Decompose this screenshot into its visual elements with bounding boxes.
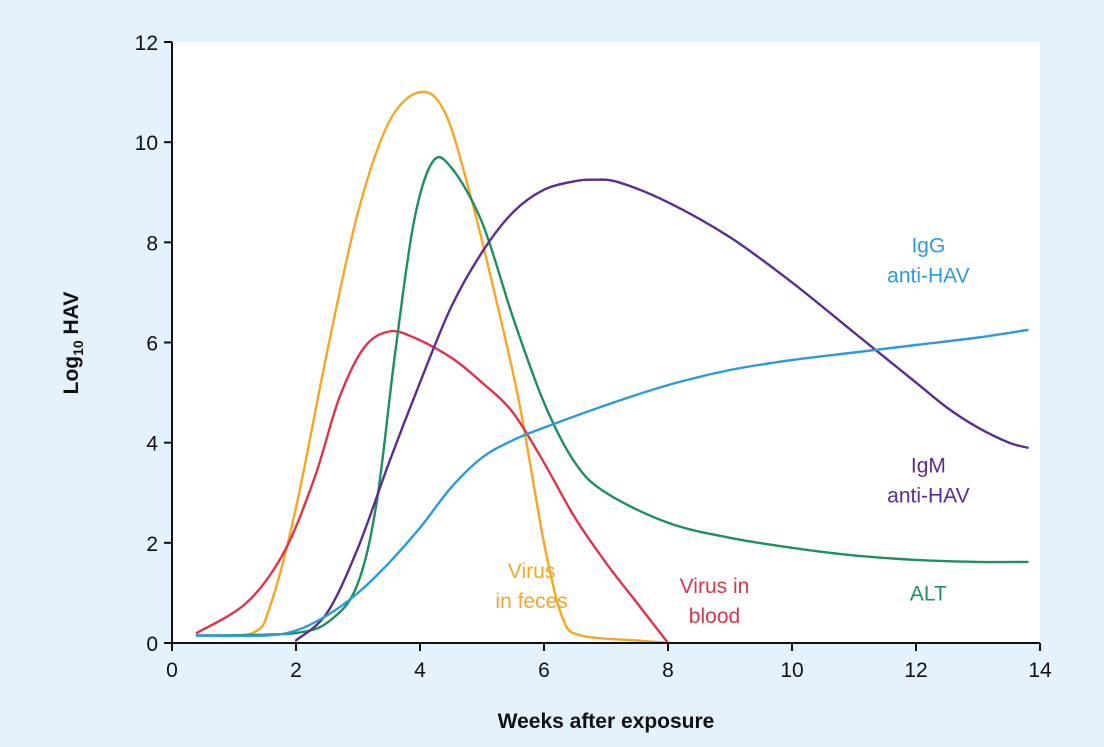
x-tick-label: 0 (166, 659, 178, 682)
series-label-igm: anti-HAV (887, 485, 969, 508)
x-tick-label: 2 (290, 659, 302, 682)
y-axis-title-main: Log (60, 356, 83, 394)
x-tick-label: 4 (414, 659, 426, 682)
series-layer (195, 90, 1029, 645)
series-label-igg: anti-HAV (887, 264, 969, 287)
y-tick-label: 2 (146, 533, 158, 556)
series-line-feces (195, 90, 670, 645)
series-label-feces: in feces (495, 590, 567, 613)
y-axis-title-rest: HAV (60, 292, 83, 341)
ticks-layer: 0 2 4 6 8 10 12 14 0 2 4 6 8 10 12 (135, 32, 1052, 682)
series-label-blood: Virus in (680, 575, 750, 598)
series-label-igg: IgG (911, 234, 945, 257)
series-label-feces: Virus (508, 560, 555, 583)
y-axis-title: Log10 HAV (60, 292, 86, 395)
series-line-alt (195, 155, 1029, 637)
plot-area (172, 42, 1040, 643)
x-tick-label: 12 (904, 659, 927, 682)
series-label-igm: IgM (911, 455, 946, 478)
series-line-igm (294, 178, 1029, 642)
series-label-alt: ALT (910, 582, 947, 605)
series-label-blood: blood (689, 605, 740, 628)
y-tick-label: 8 (146, 232, 158, 255)
series-line-blood (195, 329, 670, 645)
y-tick-label: 10 (135, 132, 158, 155)
x-axis-title: Weeks after exposure (498, 710, 715, 733)
y-tick-label: 6 (146, 333, 158, 356)
x-tick-label: 10 (780, 659, 803, 682)
y-tick-label: 0 (146, 633, 158, 656)
y-tick-label: 12 (135, 32, 158, 55)
y-tick-label: 4 (146, 433, 158, 456)
x-tick-label: 8 (662, 659, 674, 682)
series-labels: Virus in feces Virus in blood ALT IgM anti-HAV… (495, 234, 969, 628)
series-line-igg (195, 328, 1029, 638)
x-tick-label: 14 (1028, 659, 1052, 682)
x-tick-label: 6 (538, 659, 550, 682)
y-axis-title-subscript: 10 (70, 340, 86, 356)
